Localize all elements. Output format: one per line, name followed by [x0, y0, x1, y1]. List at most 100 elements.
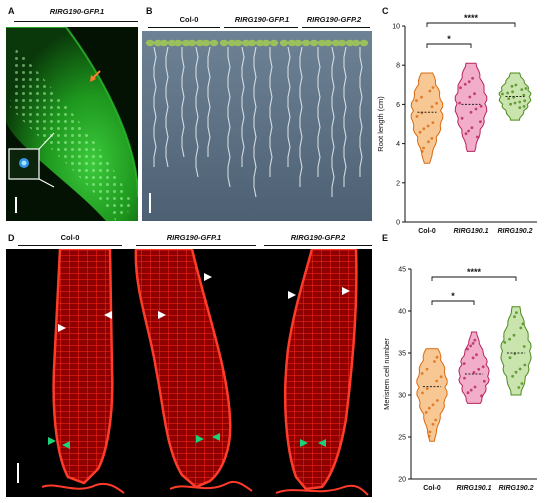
seedling-root: [331, 46, 335, 197]
seedling-cotyledon: [309, 39, 319, 47]
root-length-violin-chart: 0 2 4 6 8 10 Root length (cm) Col-0 RIRG190.1 RIR…: [376, 13, 537, 235]
seedling-cotyledon: [247, 39, 257, 47]
data-point: [435, 355, 439, 359]
data-point: [468, 95, 472, 99]
seedling-cotyledon: [351, 39, 361, 47]
seedling-plate-photo: [142, 31, 372, 221]
significance-label: ****: [467, 267, 482, 277]
confocal-root-micrographs: [6, 249, 372, 497]
data-point: [431, 121, 435, 124]
panel-d-rule-rirg2: [264, 245, 372, 247]
data-point: [469, 344, 473, 348]
panel-letter-c: C: [382, 6, 389, 16]
seedling-cotyledon: [301, 39, 311, 47]
data-point: [420, 95, 423, 99]
x-tick-label: RIRG190.2: [498, 485, 533, 492]
data-point: [471, 342, 475, 345]
panel-d-label-rirg1: RIRG190-GFP.1: [166, 233, 222, 242]
panel-b-rule-col0: [148, 27, 220, 29]
data-point: [458, 101, 461, 105]
confocal-root-image: [6, 249, 372, 497]
data-point: [501, 92, 504, 96]
panel-a-title: RIRG190-GFP.1: [49, 7, 105, 16]
panel-d-label-rirg2: RIRG190-GFP.2: [290, 233, 346, 242]
seedling-cotyledon: [227, 39, 237, 47]
data-point: [467, 80, 471, 84]
data-point: [480, 394, 483, 398]
panel-letter-a: A: [8, 6, 15, 16]
gfp-root-image: [6, 27, 138, 221]
seedling-cotyledon: [201, 39, 211, 47]
x-tick-label: RIRG190.2: [497, 228, 532, 235]
panel-b-label-rirg1: RIRG190-GFP.1: [234, 15, 290, 24]
seedling-cotyledon: [241, 39, 251, 47]
data-point: [433, 360, 436, 363]
data-point: [435, 101, 438, 105]
data-point: [430, 105, 434, 109]
data-point: [511, 90, 514, 94]
violin-col-0: [410, 72, 444, 164]
data-point: [523, 99, 527, 103]
data-point: [415, 99, 418, 102]
data-point: [472, 371, 476, 374]
data-point: [506, 91, 509, 95]
seedling-cotyledon: [153, 39, 163, 47]
data-point: [512, 333, 516, 337]
seedling-plate-image: [142, 31, 372, 221]
data-point: [430, 137, 434, 140]
seedling-cotyledon: [269, 39, 279, 47]
y-tick-label: 40: [398, 309, 406, 316]
data-point: [471, 356, 475, 360]
data-point: [508, 356, 512, 360]
data-point: [425, 367, 429, 371]
seedling-cotyledon: [181, 39, 191, 47]
seedling-root: [287, 46, 291, 167]
significance-label: ****: [464, 13, 479, 23]
data-point: [479, 104, 483, 108]
data-point: [469, 110, 473, 114]
data-point: [467, 129, 470, 133]
y-tick-label: 4: [396, 141, 400, 148]
data-point: [421, 391, 424, 395]
y-tick-label: 8: [396, 63, 400, 70]
data-point: [422, 146, 425, 150]
data-point: [518, 106, 522, 109]
seedling-cotyledon: [167, 39, 177, 47]
significance-bracket: [431, 300, 475, 305]
data-point: [424, 411, 428, 414]
y-axis-label: Meristem cell number: [382, 338, 391, 410]
violin-rirg190-2: [498, 72, 532, 121]
seedling-root: [299, 46, 303, 187]
seedling-root: [153, 46, 157, 167]
data-point: [428, 89, 432, 93]
data-point: [463, 376, 466, 380]
x-tick-label: Col-0: [423, 485, 441, 492]
gfp-root-micrograph: [6, 27, 138, 221]
data-point: [466, 391, 470, 395]
data-point: [513, 101, 517, 105]
seedling-cotyledon: [159, 39, 169, 47]
data-point: [514, 83, 518, 87]
y-tick-label: 0: [396, 220, 400, 227]
data-point: [481, 365, 485, 369]
data-point: [515, 311, 518, 314]
seedling-root: [207, 46, 211, 157]
seedling-root: [253, 46, 257, 198]
data-point: [418, 130, 422, 134]
data-point: [422, 127, 426, 131]
data-point: [524, 87, 528, 90]
seedling-cotyledon: [279, 39, 289, 47]
data-point: [415, 115, 419, 118]
seedling-root: [317, 47, 321, 177]
seedling-cotyledon: [317, 39, 327, 47]
data-point: [473, 92, 476, 96]
y-tick-label: 25: [398, 435, 406, 442]
seedling-root: [269, 47, 273, 177]
seedling-root: [181, 47, 185, 158]
seedling-cotyledon: [323, 39, 333, 47]
data-point: [460, 116, 464, 120]
panel-b-label-col0: Col-0: [179, 15, 199, 24]
x-tick-label: Col-0: [418, 228, 436, 235]
y-tick-label: 20: [398, 477, 406, 484]
data-point: [513, 315, 516, 319]
